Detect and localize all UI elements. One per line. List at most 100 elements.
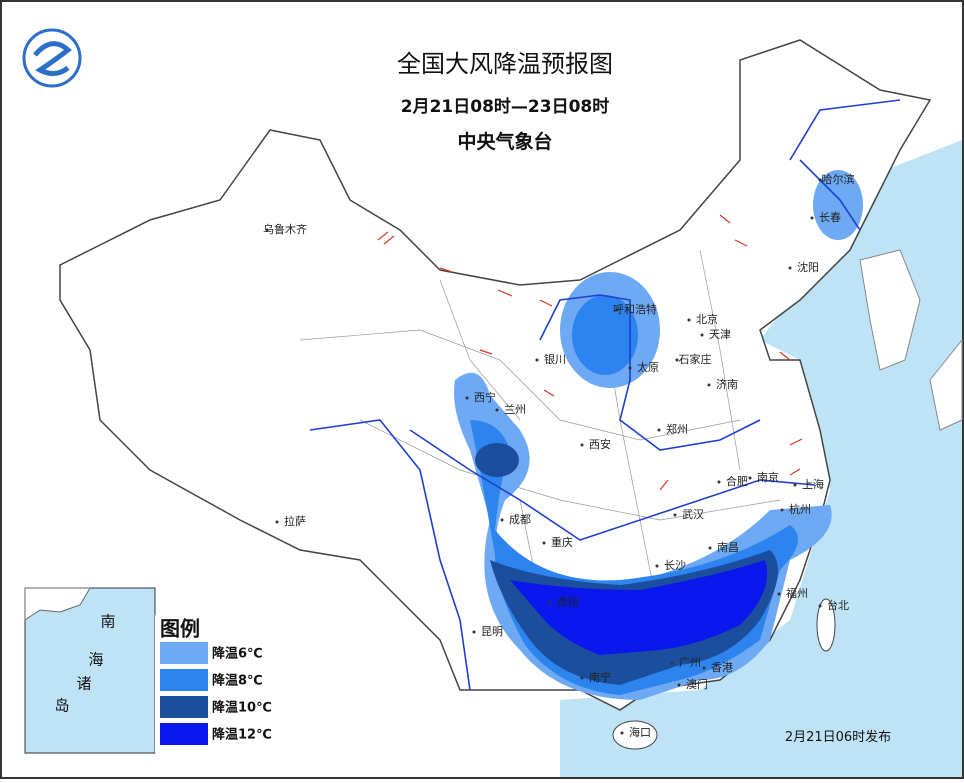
city-label: 沈阳 [797,260,819,274]
city-label: 石家庄 [679,352,712,366]
city-label: 贵阳 [557,596,579,609]
inset-char: 南 [100,613,115,631]
city-label: 广州 [679,656,701,669]
city-dot [615,308,619,312]
city-dot [542,541,546,545]
city-dot [580,676,584,680]
city-dot [265,228,269,232]
issuer: 中央气象台 [457,130,552,153]
subtitle: 2月21日08时—23日08时 [401,97,609,117]
city-dot [670,661,674,665]
legend-label: 降温8℃ [212,673,263,689]
city-dot [628,366,632,370]
city-label: 哈尔滨 [822,172,855,186]
province-borders [299,249,781,681]
city-dot [780,508,784,512]
city-label: 南昌 [717,541,739,554]
title: 全国大风降温预报图 [397,50,613,78]
city-dot [548,601,552,605]
legend-title: 图例 [160,617,200,641]
issue-time: 2月21日06时发布 [785,729,891,745]
inset-char: 海 [88,651,103,669]
city-label: 南京 [757,470,779,484]
city-label: 台北 [827,598,849,612]
city-dot [673,513,677,517]
cooling-6 [813,170,863,240]
city-dot [793,483,797,487]
city-label: 合肥 [726,474,748,488]
city-label: 杭州 [789,502,811,516]
city-label: 海口 [629,725,651,739]
city-dot [620,731,624,735]
logo-mark [33,41,72,76]
city-label: 西安 [589,437,611,451]
city-label: 上海 [802,477,824,491]
legend-swatch [160,723,208,745]
rivers [309,99,901,691]
city-dot [500,518,504,522]
city-dot [687,318,691,322]
legend: 降温6℃ 降温8℃ 降温10℃ 降温12℃ [160,642,272,745]
china-outline [59,39,932,711]
city-label: 兰州 [504,403,526,416]
city-label: 成都 [509,513,531,526]
japan [929,338,963,431]
city-dot [700,333,704,337]
inset-land [24,587,91,621]
city-label: 北京 [696,312,718,326]
legend-label: 降温10℃ [212,700,272,716]
city-dot [657,428,661,432]
cooling-8 [572,295,638,375]
city-label: 香港 [711,661,733,674]
sea [560,140,962,777]
inset-char: 诸 [76,675,91,693]
city-dot [788,266,792,270]
city-label: 重庆 [551,535,573,549]
city-label: 南宁 [589,670,611,684]
city-label: 银川 [544,352,566,366]
inset [24,587,156,754]
city-label: 济南 [716,377,738,391]
city-label: 拉萨 [284,514,306,528]
city-dot [818,178,822,182]
city-label: 太原 [637,361,659,374]
city-label: 呼和浩特 [613,302,657,316]
city-dot [708,546,712,550]
legend-label: 降温12℃ [212,727,272,743]
city-label: 天津 [709,328,731,341]
city-dot [655,564,659,568]
legend-label: 降温6℃ [212,646,263,662]
city-dot [777,592,781,596]
city-dot [810,216,814,220]
legend-swatch [160,669,208,691]
inset-char: 岛 [54,697,69,715]
logo [22,28,82,88]
korea [859,249,921,371]
wind-barbs [377,214,803,491]
taiwan [816,598,836,652]
city-dot [580,443,584,447]
city-dot [748,476,752,480]
cooling-10 [475,443,519,477]
hainan [612,720,658,750]
city-dot [675,358,679,362]
city-dot [465,396,469,400]
cooling-12 [510,560,768,655]
city-dot [495,408,499,412]
legend-swatch [160,642,208,664]
city-label: 西宁 [474,390,496,404]
city-dot [472,630,476,634]
city-dot [702,666,706,670]
city-dot [275,520,279,524]
city-label: 福州 [786,586,808,600]
city-label: 澳门 [686,677,708,691]
city-dot [818,604,822,608]
city-dot [677,683,681,687]
city-label: 长沙 [664,559,686,572]
city-label: 昆明 [481,625,503,638]
city-label: 武汉 [682,508,704,521]
city-dot [707,383,711,387]
